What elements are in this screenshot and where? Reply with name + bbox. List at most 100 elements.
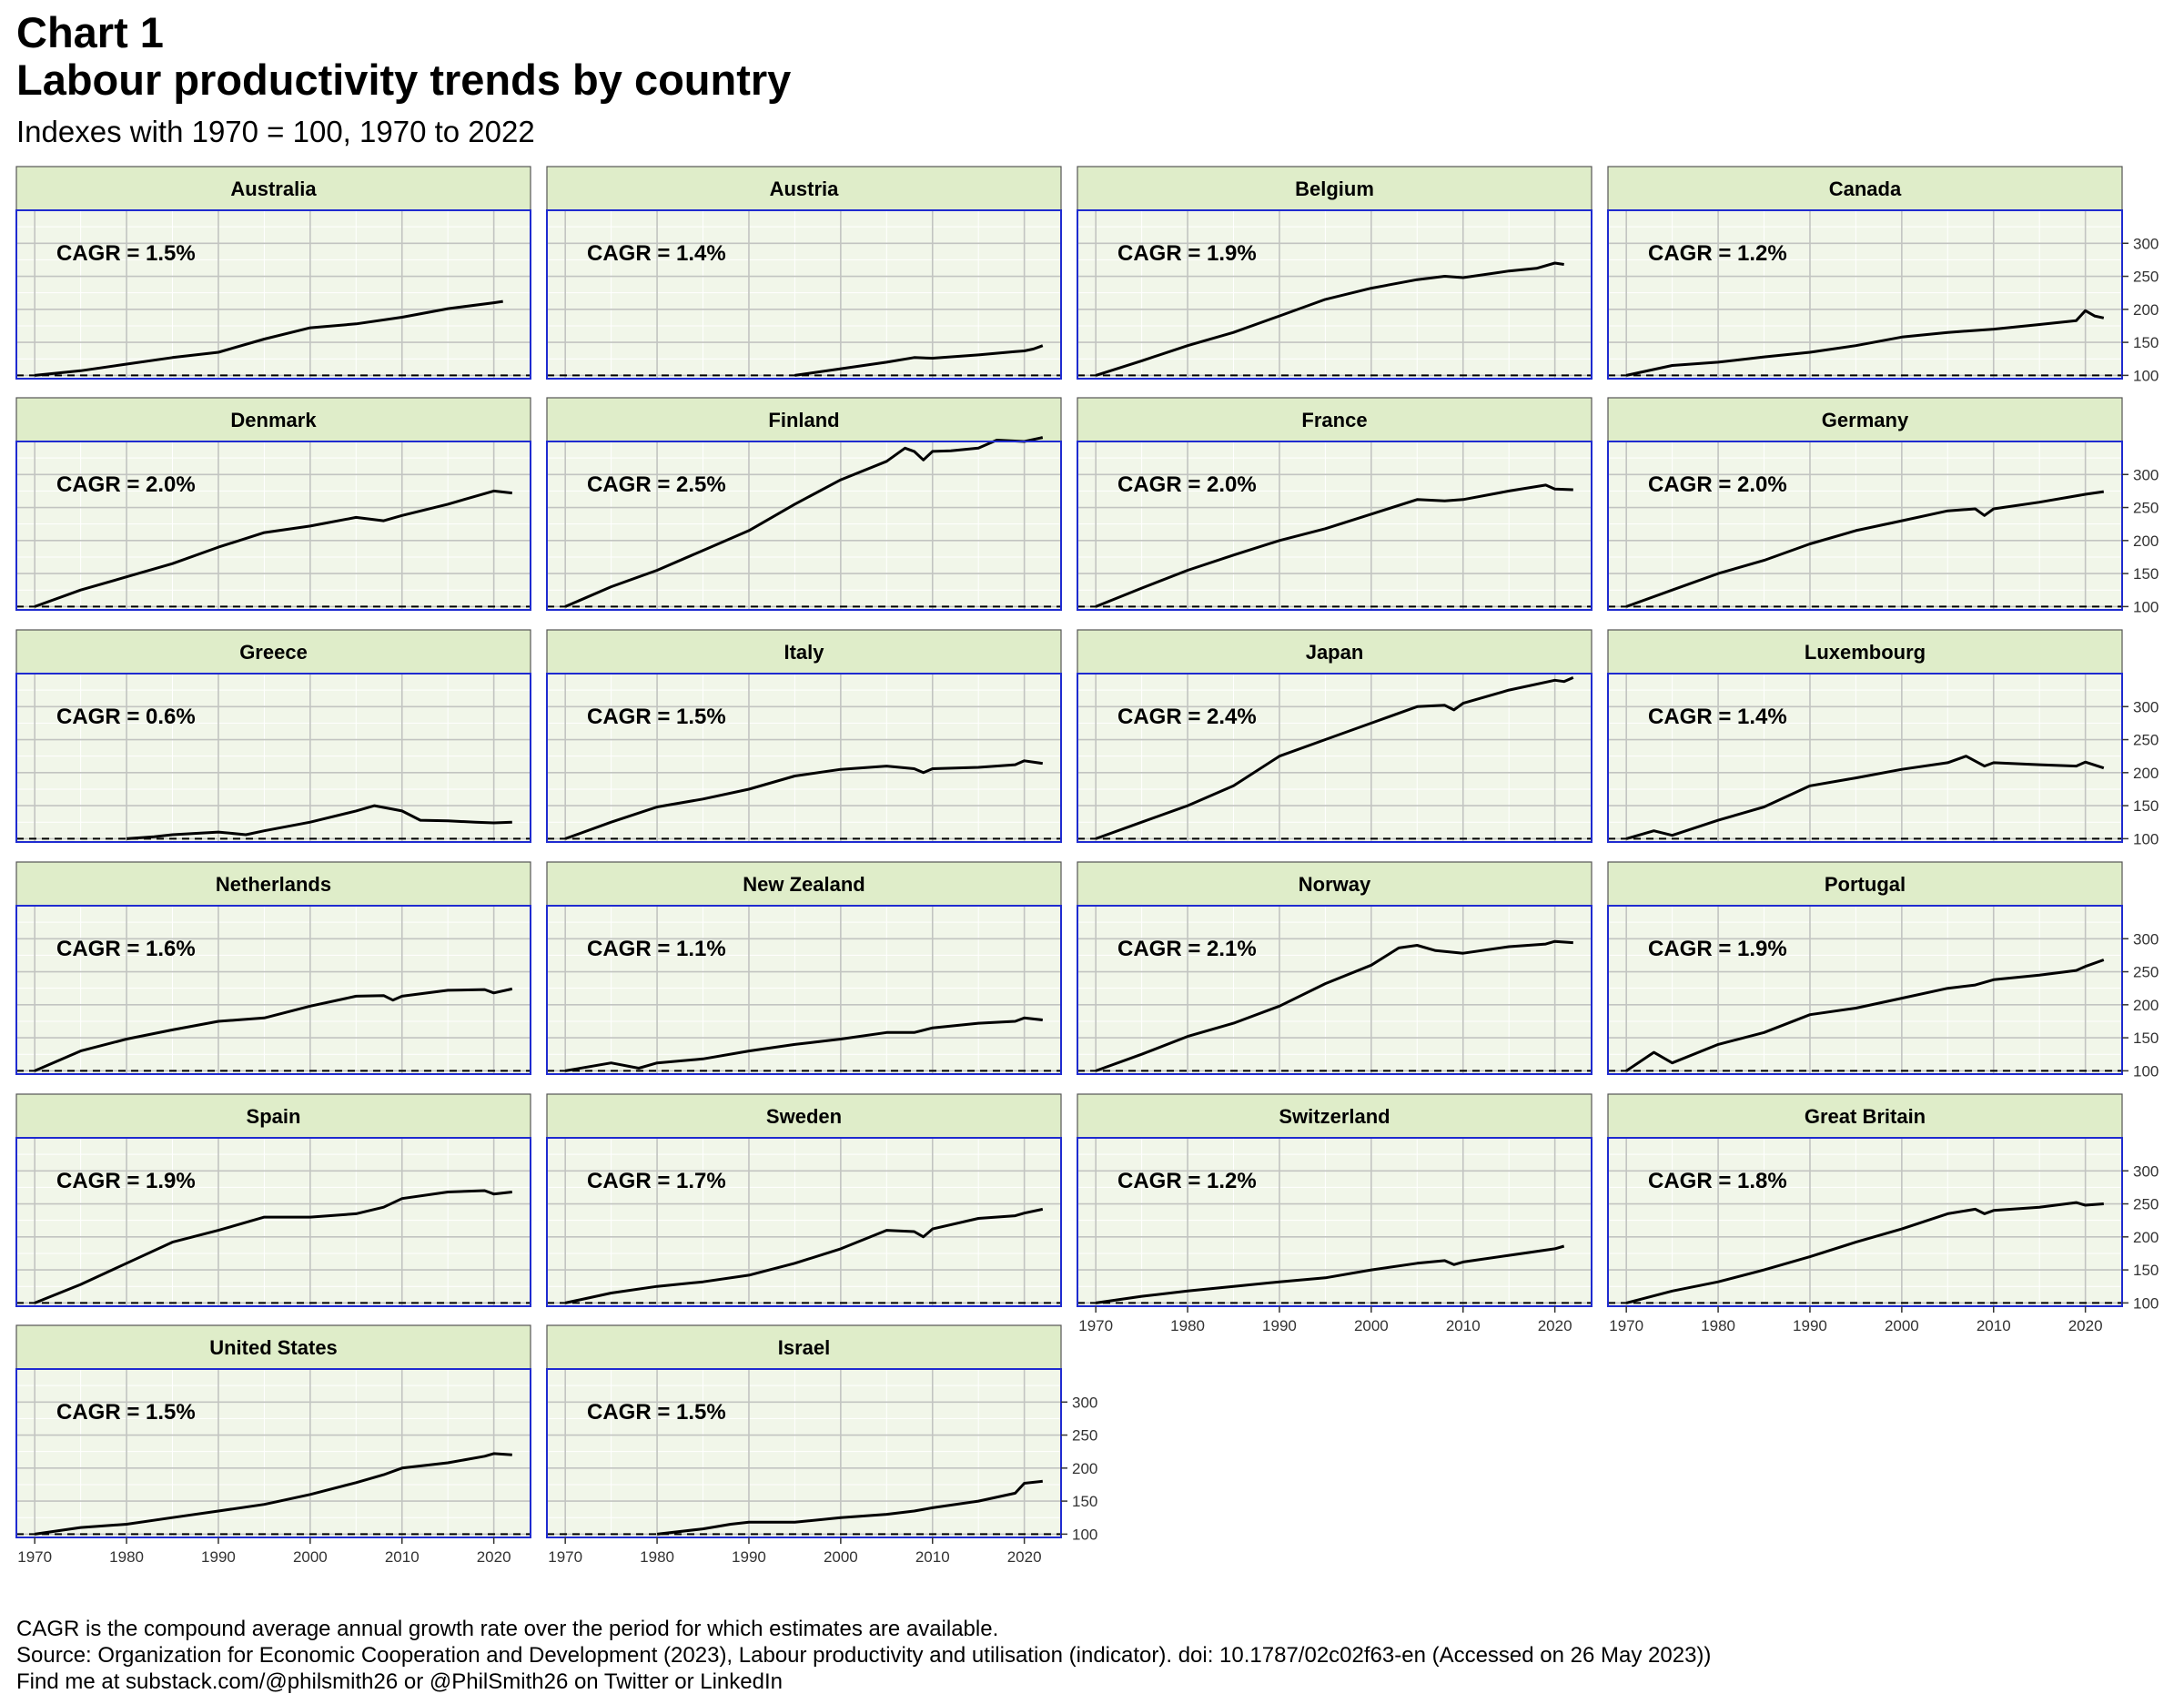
panel-germany: Germany CAGR = 2.0% 100 150 200 250 300 — [1607, 397, 2159, 615]
plot-background — [1608, 1138, 2122, 1306]
plot-background — [547, 441, 1061, 610]
strip-label: Luxembourg — [1805, 641, 1926, 664]
panel-border — [1077, 905, 1592, 1075]
y-tick-label: 200 — [2133, 765, 2159, 782]
x-tick-label: 2000 — [293, 1548, 328, 1566]
x-tick-label: 2010 — [1446, 1317, 1481, 1334]
panel-austria: Austria CAGR = 1.4% — [546, 166, 1062, 380]
series-line-netherlands — [34, 987, 513, 1072]
plot-background — [1077, 1138, 1592, 1306]
panel-netherlands: Netherlands CAGR = 1.6% — [15, 861, 531, 1075]
x-tick-label: 2020 — [2068, 1317, 2103, 1334]
y-tick-label: 150 — [2133, 797, 2159, 815]
cagr-label: CAGR = 0.6% — [56, 705, 196, 729]
panel-sweden: Sweden CAGR = 1.7% — [546, 1093, 1062, 1307]
panel-border — [15, 1137, 531, 1307]
x-tick-label: 1970 — [17, 1548, 52, 1566]
plot-background — [16, 441, 531, 610]
strip-label: France — [1301, 409, 1367, 431]
strip-austria — [546, 166, 1062, 211]
panel-belgium: Belgium CAGR = 1.9% — [1077, 166, 1592, 380]
series-line-finland — [564, 436, 1044, 608]
series-line-switzerland — [1095, 1244, 1565, 1304]
panel-border — [1077, 673, 1592, 843]
y-tick-label: 300 — [2133, 1162, 2159, 1180]
panel-border — [1077, 441, 1592, 611]
strip-label: Greece — [239, 641, 308, 664]
strip-label: Denmark — [230, 409, 317, 431]
cagr-label: CAGR = 1.5% — [56, 1400, 196, 1425]
series-line-greece — [126, 804, 512, 840]
strip-label: Norway — [1299, 873, 1371, 896]
panel-border — [1077, 209, 1592, 380]
strip-label: Israel — [778, 1336, 831, 1359]
strip-label: Japan — [1306, 641, 1364, 664]
panel-border — [546, 673, 1062, 843]
strip-new-zealand — [546, 861, 1062, 907]
panel-border — [1607, 673, 2123, 843]
x-tick-label: 1970 — [548, 1548, 582, 1566]
cagr-label: CAGR = 1.1% — [587, 937, 726, 961]
chart-title: Labour productivity trends by country — [16, 56, 792, 104]
plot-background — [1077, 210, 1592, 379]
panel-canada: Canada CAGR = 1.2% 100 150 200 250 300 — [1607, 166, 2159, 384]
y-tick-label: 300 — [2133, 698, 2159, 715]
x-tick-label: 1990 — [1793, 1317, 1827, 1334]
series-line-luxembourg — [1625, 755, 2105, 840]
cagr-label: CAGR = 1.4% — [587, 241, 726, 266]
strip-portugal — [1607, 861, 2123, 907]
series-line-norway — [1095, 939, 1573, 1072]
x-tick-label: 2000 — [824, 1548, 858, 1566]
strip-belgium — [1077, 166, 1592, 211]
series-line-denmark — [34, 489, 512, 608]
y-tick-label: 150 — [2133, 565, 2159, 583]
panel-japan: Japan CAGR = 2.4% — [1077, 629, 1592, 843]
x-tick-label: 2020 — [1007, 1548, 1042, 1566]
panel-united-states: United States CAGR = 1.5% 1970 1980 1990 2000… — [15, 1324, 531, 1566]
panel-great-britain: Great Britain CAGR = 1.8% 100 150 200 250 300 1… — [1607, 1093, 2159, 1334]
panel-finland: Finland CAGR = 2.5% — [546, 397, 1062, 611]
strip-label: Germany — [1822, 409, 1909, 431]
strip-luxembourg — [1607, 629, 2123, 675]
cagr-label: CAGR = 1.8% — [1648, 1169, 1787, 1193]
y-tick-label: 100 — [2133, 1294, 2159, 1312]
strip-italy — [546, 629, 1062, 675]
y-tick-label: 150 — [2133, 1262, 2159, 1279]
strip-label: Great Britain — [1805, 1105, 1926, 1128]
series-line-japan — [1095, 676, 1574, 840]
y-tick-label: 250 — [1072, 1427, 1097, 1445]
facet-chart: Australia CAGR = 1.5% Austria CAGR = 1.4% Be… — [15, 166, 2159, 1566]
cagr-label: CAGR = 1.5% — [587, 1400, 726, 1425]
cagr-label: CAGR = 1.7% — [587, 1169, 726, 1193]
cagr-note: CAGR is the compound average annual grow… — [16, 1617, 999, 1641]
plot-background — [1608, 210, 2122, 379]
cagr-label: CAGR = 1.2% — [1648, 241, 1787, 266]
series-line-australia — [35, 299, 503, 377]
cagr-label: CAGR = 1.5% — [587, 705, 726, 729]
strip-japan — [1077, 629, 1592, 675]
cagr-label: CAGR = 2.5% — [587, 472, 726, 497]
series-line-germany — [1625, 490, 2105, 608]
y-tick-label: 250 — [2133, 732, 2159, 749]
panel-border — [546, 1368, 1062, 1538]
chart-subtitle: Indexes with 1970 = 100, 1970 to 2022 — [16, 115, 535, 148]
x-tick-label: 2010 — [1977, 1317, 2011, 1334]
strip-finland — [546, 397, 1062, 442]
series-line-spain — [34, 1189, 512, 1304]
strip-label: Canada — [1829, 178, 1902, 200]
panel-border — [546, 209, 1062, 380]
cagr-label: CAGR = 1.9% — [1648, 937, 1787, 961]
strip-label: New Zealand — [743, 873, 864, 896]
series-line-united-states — [34, 1452, 512, 1536]
panel-border — [1607, 905, 2123, 1075]
strip-netherlands — [15, 861, 531, 907]
series-line-great-britain — [1625, 1201, 2104, 1304]
x-tick-label: 1980 — [1701, 1317, 1735, 1334]
strip-united-states — [15, 1324, 531, 1370]
strip-label: Spain — [247, 1105, 301, 1128]
plot-background — [16, 674, 531, 842]
panel-italy: Italy CAGR = 1.5% — [546, 629, 1062, 843]
panel-australia: Australia CAGR = 1.5% — [15, 166, 531, 380]
x-tick-label: 2020 — [477, 1548, 511, 1566]
series-line-new-zealand — [564, 1016, 1043, 1072]
